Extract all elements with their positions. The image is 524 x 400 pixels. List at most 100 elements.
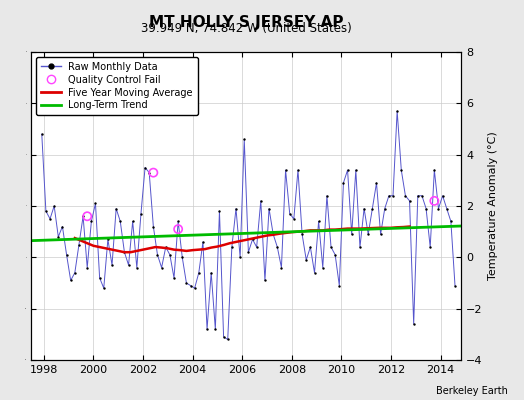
Point (446, 218, 455, 225)
Point (154, 252, 162, 258)
Point (385, 192, 393, 199)
Point (128, 218, 137, 225)
Point (207, 270, 215, 276)
Point (269, 231, 277, 238)
Point (406, 198, 414, 204)
Point (50, 203, 58, 209)
Point (339, 180, 347, 186)
Point (413, 192, 422, 199)
Point (343, 167, 352, 173)
Y-axis label: Temperature Anomaly (°C): Temperature Anomaly (°C) (488, 132, 498, 280)
Point (149, 223, 158, 230)
Text: Berkeley Earth: Berkeley Earth (436, 386, 508, 396)
Point (273, 244, 281, 250)
Point (277, 264, 286, 271)
Point (149, 170, 158, 176)
Point (174, 218, 182, 225)
Text: 39.949 N, 74.842 W (United States): 39.949 N, 74.842 W (United States) (141, 22, 352, 35)
Point (71, 270, 79, 276)
Point (166, 252, 174, 258)
Title: MT HOLLY S JERSEY AP: MT HOLLY S JERSEY AP (149, 15, 344, 30)
Point (290, 216, 298, 222)
Point (302, 257, 310, 263)
Point (58, 223, 67, 230)
Point (79, 213, 88, 220)
Point (182, 280, 191, 286)
Point (100, 285, 108, 291)
Point (211, 326, 220, 332)
Point (95, 275, 104, 281)
Point (393, 108, 401, 114)
Point (422, 205, 430, 212)
Point (373, 180, 381, 186)
Point (265, 205, 273, 212)
Point (439, 192, 447, 199)
Point (83, 264, 91, 271)
Legend: Raw Monthly Data, Quality Control Fail, Five Year Moving Average, Long-Term Tren: Raw Monthly Data, Quality Control Fail, … (36, 57, 198, 115)
Point (157, 264, 166, 271)
Point (75, 241, 83, 248)
Point (352, 167, 360, 173)
Point (314, 218, 323, 225)
Point (178, 254, 187, 260)
Point (124, 262, 133, 268)
Point (145, 170, 154, 176)
Point (83, 213, 91, 220)
Point (161, 244, 170, 250)
Point (120, 249, 128, 256)
Point (42, 208, 50, 214)
Point (104, 236, 112, 242)
Point (187, 282, 195, 289)
Point (199, 239, 207, 245)
Point (108, 262, 116, 268)
Point (224, 336, 232, 343)
Point (220, 334, 228, 340)
Point (62, 252, 71, 258)
Point (236, 254, 244, 260)
Point (368, 205, 377, 212)
Point (194, 270, 203, 276)
Point (261, 277, 269, 284)
Point (347, 231, 356, 238)
Point (244, 249, 253, 256)
Point (133, 264, 141, 271)
Point (281, 167, 290, 173)
Point (227, 244, 236, 250)
Point (286, 210, 294, 217)
Point (112, 205, 121, 212)
Point (434, 205, 443, 212)
Point (116, 218, 125, 225)
Point (294, 167, 302, 173)
Point (376, 231, 385, 238)
Point (203, 326, 211, 332)
Point (87, 218, 95, 225)
Point (38, 131, 46, 137)
Point (54, 234, 62, 240)
Point (46, 216, 54, 222)
Point (380, 205, 389, 212)
Point (451, 282, 459, 289)
Point (401, 192, 410, 199)
Point (360, 205, 368, 212)
Point (319, 264, 327, 271)
Point (331, 252, 340, 258)
Point (430, 198, 439, 204)
Point (137, 210, 145, 217)
Point (257, 198, 265, 204)
Point (323, 192, 331, 199)
Point (306, 244, 314, 250)
Point (389, 192, 397, 199)
Point (443, 205, 451, 212)
Point (67, 277, 75, 284)
Point (430, 167, 439, 173)
Point (215, 208, 224, 214)
Point (327, 244, 335, 250)
Point (397, 167, 406, 173)
Point (170, 275, 178, 281)
Point (364, 231, 373, 238)
Point (253, 244, 261, 250)
Point (232, 205, 240, 212)
Point (418, 192, 426, 199)
Point (174, 226, 182, 232)
Point (91, 200, 100, 207)
